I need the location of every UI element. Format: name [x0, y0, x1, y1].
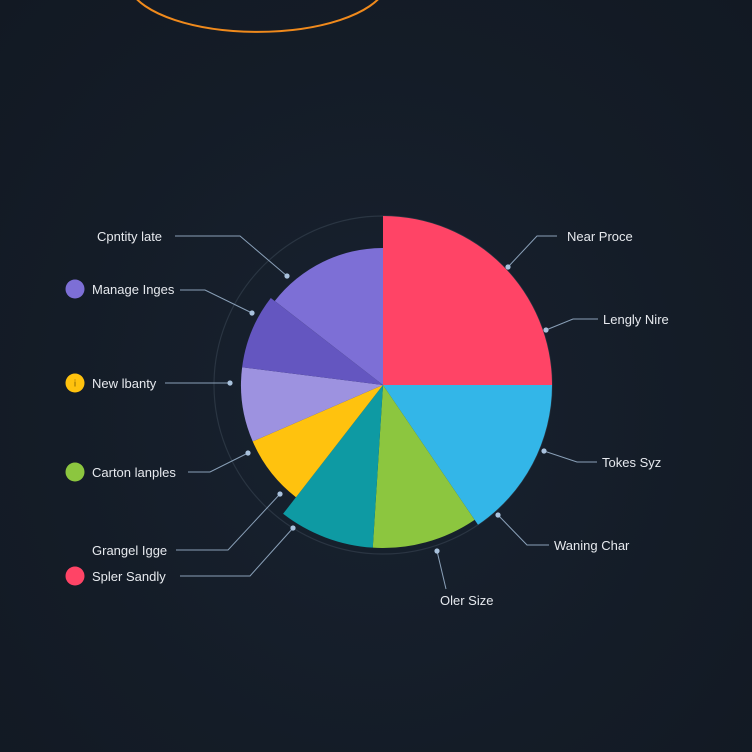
leader-line-carton-lanples [188, 452, 249, 473]
leader-line-cpntity-late [175, 235, 288, 277]
leader-lines [165, 235, 598, 590]
leader-dot-near-proce [505, 264, 511, 270]
callout-label-grangel-igge: Grangel Igge [92, 543, 167, 558]
legend-markers: i [65, 279, 85, 586]
leader-line-lengly-nire [545, 318, 598, 331]
leader-line-oler-size [436, 550, 447, 590]
pie-slice-tokes-syz [383, 385, 552, 525]
leader-dot-cpntity-late [284, 273, 290, 279]
legend-marker-new-lbanty [65, 373, 85, 393]
callout-label-spler-sandly: Spler Sandly [92, 569, 166, 584]
leader-line-grangel-igge [176, 493, 281, 551]
legend-marker-glyph: i [74, 380, 77, 390]
leader-dot-carton-lanples [245, 450, 251, 456]
decorative-top-arc [136, 0, 379, 33]
callout-label-lengly-nire: Lengly Nire [603, 312, 669, 327]
leader-line-spler-sandly [180, 527, 294, 577]
legend-marker-carton-lanples [65, 462, 85, 482]
callout-label-waning-char: Waning Char [554, 538, 630, 553]
legend-marker-manage-inges [65, 279, 85, 299]
leader-line-tokes-syz [543, 450, 597, 463]
pie-slices [241, 216, 552, 548]
leader-line-manage-inges [180, 289, 253, 314]
leader-dot-tokes-syz [541, 448, 547, 454]
pie-slice-near-proce [383, 216, 552, 385]
leader-line-near-proce [507, 235, 557, 268]
leader-dot-new-lbanty [227, 380, 233, 386]
leader-dot-waning-char [495, 512, 501, 518]
leader-dot-manage-inges [249, 310, 255, 316]
callout-label-carton-lanples: Carton lanples [92, 465, 176, 480]
pie-slice-manage-inges [274, 248, 383, 385]
callout-label-tokes-syz: Tokes Syz [602, 455, 661, 470]
leader-line-waning-char [497, 514, 549, 546]
pie-slice-waning-char [372, 385, 475, 548]
leader-dot-spler-sandly [290, 525, 296, 531]
pie-slice-carton-lanples [241, 367, 383, 442]
pie-slice-grangel-igge [252, 385, 383, 498]
callout-label-cpntity-late: Cpntity late [97, 229, 162, 244]
pie-slice-new-lbanty [242, 297, 383, 385]
leader-dot-lengly-nire [543, 327, 549, 333]
callout-label-new-lbanty: New lbanty [92, 376, 157, 391]
legend-marker-spler-sandly [65, 566, 85, 586]
callout-label-oler-size: Oler Size [440, 593, 493, 608]
pie-slice-oler-size [283, 385, 383, 548]
callout-label-near-proce: Near Proce [567, 229, 633, 244]
leader-dot-oler-size [434, 548, 440, 554]
callout-label-manage-inges: Manage Inges [92, 282, 175, 297]
leader-dot-grangel-igge [277, 491, 283, 497]
